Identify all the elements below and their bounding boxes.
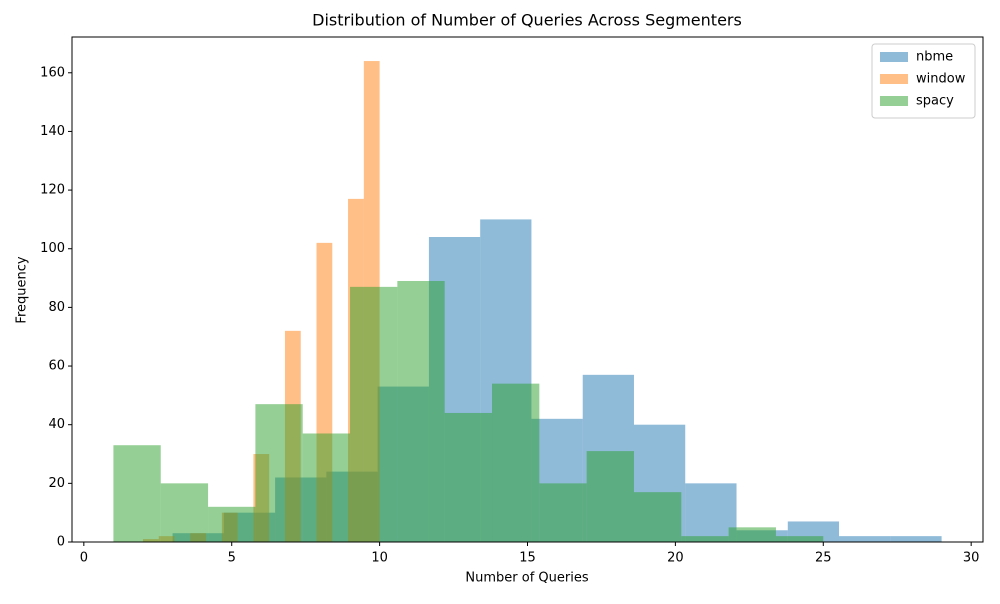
- bar: [397, 280, 445, 542]
- bar: [255, 404, 303, 542]
- legend-label: spacy: [916, 94, 954, 109]
- legend-label: nbme: [916, 50, 953, 65]
- x-tick-label: 10: [371, 551, 388, 566]
- x-tick-label: 5: [228, 551, 236, 566]
- y-tick-label: 140: [40, 124, 65, 139]
- legend-swatch: [880, 74, 908, 84]
- legend-label: window: [916, 72, 966, 87]
- bar: [444, 412, 493, 542]
- legend-swatch: [880, 52, 908, 62]
- bar: [113, 445, 161, 542]
- x-axis-label: Number of Queries: [465, 571, 588, 586]
- y-tick-label: 40: [48, 417, 65, 432]
- y-tick-label: 60: [48, 359, 65, 374]
- x-tick-label: 15: [519, 551, 536, 566]
- bar: [208, 506, 256, 542]
- y-tick-label: 120: [40, 183, 65, 198]
- bar: [586, 451, 634, 542]
- x-tick-label: 25: [815, 551, 832, 566]
- y-tick-label: 80: [48, 300, 65, 315]
- x-tick-label: 20: [667, 551, 684, 566]
- y-tick-label: 0: [57, 535, 65, 550]
- x-tick-label: 30: [963, 551, 980, 566]
- y-tick-label: 100: [40, 241, 65, 256]
- y-tick-label: 20: [48, 476, 65, 491]
- bar: [775, 536, 824, 542]
- bar: [492, 383, 540, 542]
- axes-frame: [71, 36, 984, 543]
- y-tick-label: 160: [40, 65, 65, 80]
- chart-title: Distribution of Number of Queries Across…: [312, 11, 742, 30]
- legend-swatch: [880, 96, 908, 106]
- bar: [685, 483, 737, 542]
- x-tick-label: 0: [80, 551, 88, 566]
- bar: [633, 492, 682, 542]
- bar: [539, 483, 587, 542]
- bar: [302, 433, 351, 542]
- bar: [728, 527, 776, 542]
- bar: [160, 483, 209, 542]
- bar: [350, 286, 398, 542]
- y-axis-label: Frequency: [15, 256, 30, 323]
- bar: [839, 536, 891, 542]
- bar: [890, 536, 942, 542]
- bar: [681, 536, 729, 542]
